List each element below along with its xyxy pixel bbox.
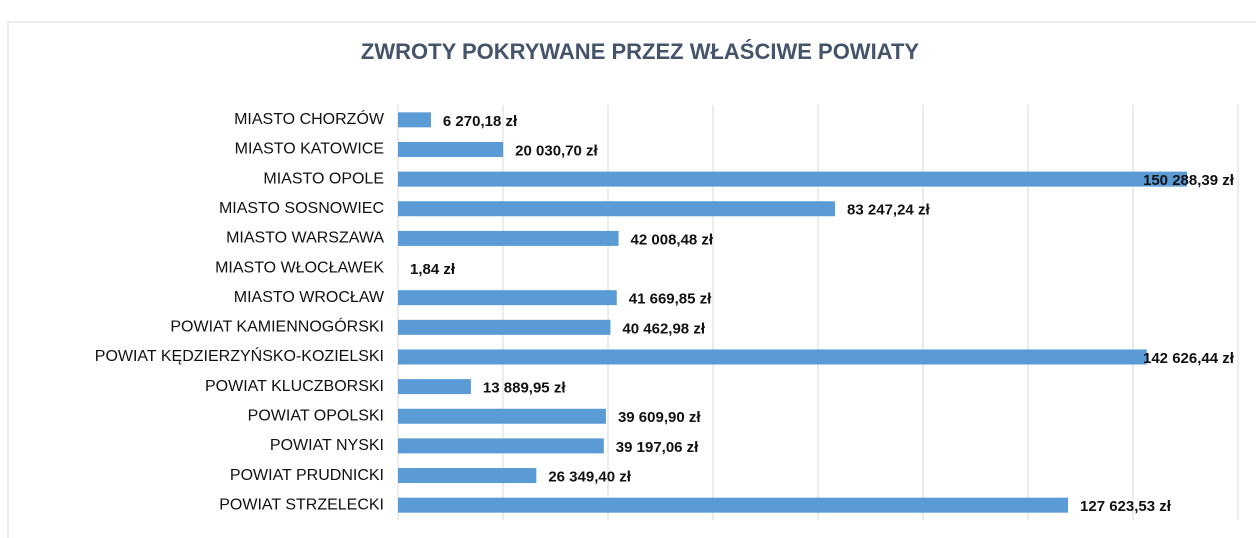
bar <box>398 112 431 128</box>
bar <box>398 379 471 395</box>
y-tick-label: MIASTO WARSZAWA <box>226 230 384 247</box>
y-tick-label: POWIAT PRUDNICKI <box>230 467 384 484</box>
data-label: 40 462,98 zł <box>622 320 705 337</box>
bar <box>398 438 604 454</box>
bar <box>398 497 1069 513</box>
data-label: 20 030,70 zł <box>515 142 598 159</box>
data-label: 83 247,24 zł <box>847 202 930 219</box>
y-tick-label: POWIAT STRZELECKI <box>219 496 384 513</box>
data-label: 41 669,85 zł <box>629 291 712 308</box>
bar <box>398 408 606 424</box>
y-tick-label: POWIAT KĘDZIERZYŃSKO-KOZIELSKI <box>95 346 384 365</box>
y-tick-label: POWIAT NYSKI <box>270 437 384 454</box>
data-label: 39 197,06 zł <box>616 439 699 456</box>
data-label: 142 626,44 zł <box>1143 350 1235 367</box>
y-tick-label: MIASTO CHORZÓW <box>234 109 385 128</box>
chart-title: ZWROTY POKRYWANE PRZEZ WŁAŚCIWE POWIATY <box>361 39 919 64</box>
y-tick-label: MIASTO OPOLE <box>263 170 384 187</box>
bar <box>398 230 619 246</box>
y-tick-label: MIASTO WROCŁAW <box>234 289 385 306</box>
data-label: 13 889,95 zł <box>483 380 566 397</box>
y-tick-label: POWIAT KAMIENNOGÓRSKI <box>170 317 384 336</box>
bar <box>398 468 537 484</box>
y-tick-label: MIASTO SOSNOWIEC <box>219 200 384 217</box>
y-tick-label: POWIAT OPOLSKI <box>248 407 384 424</box>
bar <box>398 171 1188 187</box>
y-tick-label: POWIAT KLUCZBORSKI <box>205 378 384 395</box>
y-tick-label: MIASTO KATOWICE <box>235 141 384 158</box>
bar <box>398 201 836 217</box>
data-label: 39 609,90 zł <box>618 409 701 426</box>
data-label: 1,84 zł <box>410 261 456 278</box>
y-tick-label: MIASTO WŁOCŁAWEK <box>215 259 384 276</box>
bar <box>398 290 617 306</box>
data-label: 26 349,40 zł <box>548 469 631 486</box>
bar <box>398 141 504 157</box>
data-label: 6 270,18 zł <box>443 113 518 130</box>
bar <box>398 349 1147 365</box>
bar <box>398 319 611 335</box>
chart-frame <box>7 21 1256 538</box>
data-label: 150 288,39 zł <box>1143 172 1235 189</box>
data-label: 42 008,48 zł <box>631 231 714 248</box>
data-label: 127 623,53 zł <box>1080 498 1172 515</box>
